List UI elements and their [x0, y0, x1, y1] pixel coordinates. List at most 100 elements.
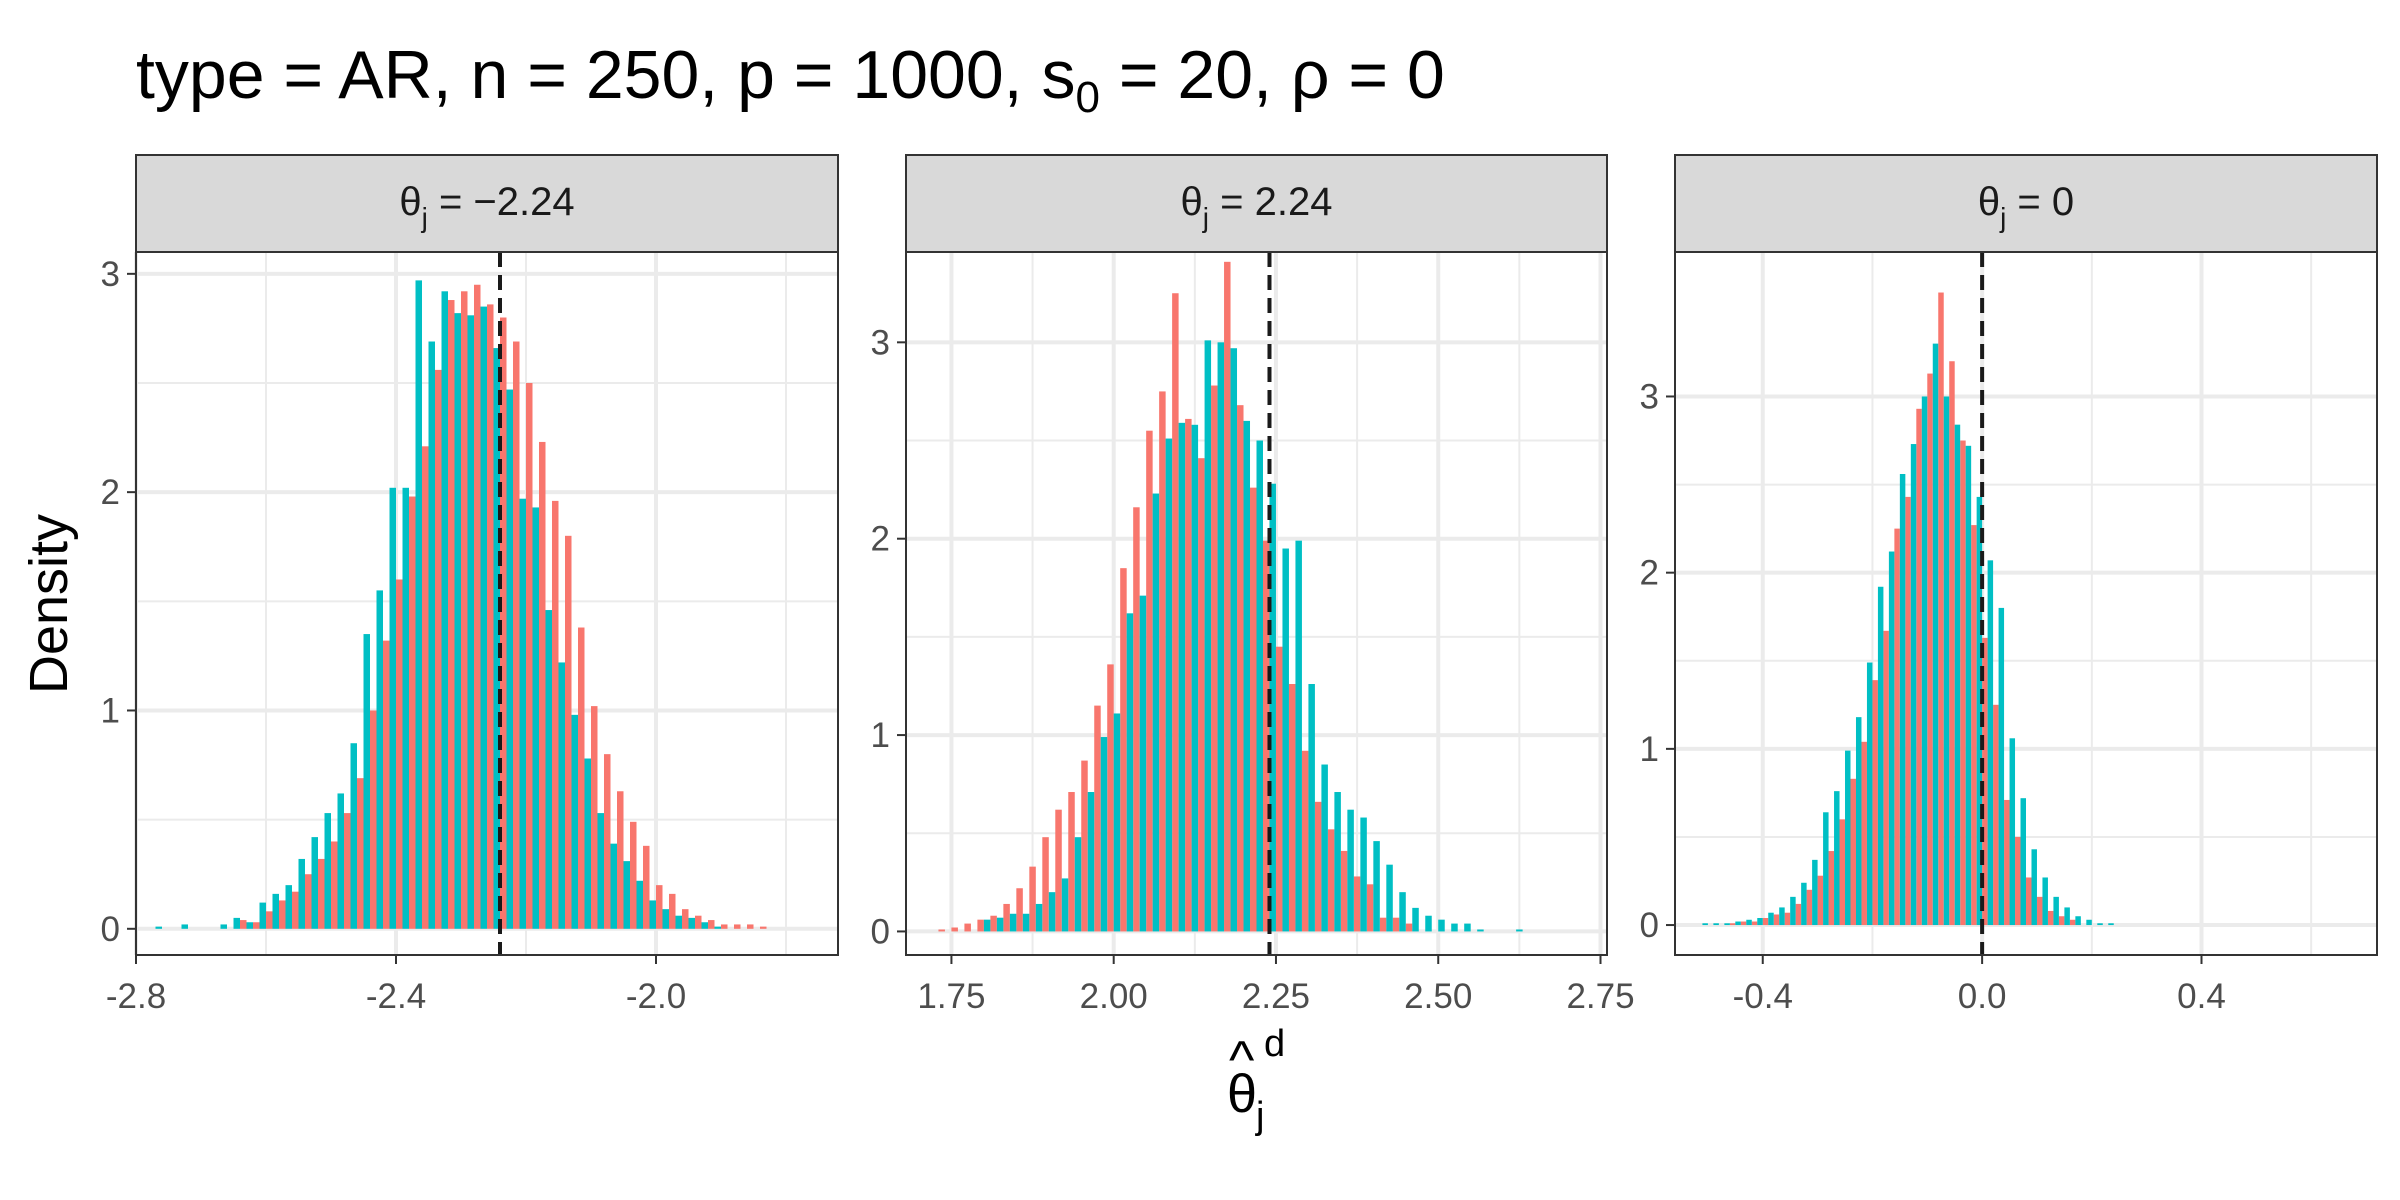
facet-strip-theta: θ	[399, 180, 421, 224]
histogram-bar-teal	[688, 917, 695, 929]
histogram-bar-red	[1029, 866, 1036, 932]
histogram-bar-red	[656, 885, 663, 929]
facet-strip-label: θj = 2.24	[1181, 180, 1333, 233]
histogram-bar-red	[357, 778, 364, 929]
histogram-bar-teal	[441, 291, 448, 929]
histogram-bar-teal	[1347, 809, 1354, 932]
histogram-bar-red	[1237, 405, 1244, 932]
histogram-bar-red	[1949, 361, 1955, 926]
facet-strip-value: = −2.24	[428, 180, 575, 224]
histogram-bar-red	[760, 926, 767, 929]
histogram-bar-red	[1185, 418, 1192, 932]
histogram-bar-teal	[2009, 738, 2016, 926]
y-axis-title: Density	[19, 514, 79, 694]
x-tick-label: -2.4	[366, 977, 426, 1016]
histogram-bar-red	[1938, 292, 1944, 926]
histogram-bar-red	[1146, 430, 1153, 932]
histogram-bar-red	[1314, 801, 1322, 932]
histogram-bar-red	[990, 915, 997, 932]
histogram-bar-teal	[1516, 929, 1523, 932]
histogram-bar-red	[1405, 923, 1413, 932]
histogram-bar-red	[1133, 507, 1140, 932]
histogram-bar-teal	[246, 922, 253, 929]
histogram-bar-red	[1198, 458, 1205, 932]
histogram-bar-red	[1872, 680, 1878, 926]
histogram-bar-teal	[1713, 923, 1719, 926]
histogram-bar-teal	[1178, 422, 1186, 932]
histogram-bar-red	[539, 441, 546, 929]
histogram-bar-red	[1795, 903, 1802, 926]
y-tick-label: 2	[871, 520, 890, 559]
histogram-bar-teal	[1477, 929, 1484, 932]
histogram-bar-red	[1068, 792, 1075, 932]
histogram-bar-red	[500, 317, 507, 929]
histogram-bar-red	[578, 627, 585, 929]
histogram-bar-teal	[467, 315, 474, 929]
histogram-bar-teal	[1932, 343, 1939, 926]
histogram-bar-red	[383, 640, 390, 929]
histogram-bar-teal	[1976, 496, 1983, 926]
histogram-bar-teal	[311, 837, 318, 929]
histogram-bar-teal	[1910, 444, 1917, 926]
histogram-bar-red	[695, 915, 702, 929]
histogram-bar-teal	[1866, 662, 1873, 926]
histogram-bar-teal	[454, 313, 461, 929]
histogram-bar-red	[747, 924, 754, 929]
histogram-bar-teal	[2020, 798, 2026, 926]
histogram-bar-teal	[1464, 923, 1471, 932]
x-tick-label: -2.8	[106, 977, 166, 1016]
histogram-bar-teal	[571, 714, 578, 929]
x-tick-label: 2.75	[1566, 977, 1634, 1016]
histogram-bar-red	[1927, 373, 1933, 926]
histogram-bar-red	[977, 919, 984, 932]
histogram-bar-teal	[1048, 892, 1056, 932]
histogram-bar-teal	[714, 926, 721, 929]
histogram-bar-red	[1107, 664, 1114, 932]
histogram-bar-red	[938, 929, 945, 932]
chart-title: type = AR, n = 250, p = 1000, s0 = 20, ρ…	[136, 37, 1445, 122]
histogram-bar-red	[318, 858, 325, 929]
histogram-bar-red	[2036, 896, 2043, 926]
histogram-bar-teal	[1425, 915, 1432, 932]
histogram-bar-red	[2058, 916, 2065, 926]
histogram-bar-teal	[519, 498, 526, 929]
facet-strip-subscript: j	[421, 202, 428, 233]
histogram-bar-teal	[1888, 551, 1895, 926]
histogram-bar-teal	[506, 389, 513, 929]
histogram-bar-red	[305, 874, 312, 929]
histogram-bar-teal	[1790, 896, 1796, 926]
x-axis-title-superscript: d	[1264, 1023, 1285, 1065]
histogram-bar-teal	[493, 348, 500, 929]
histogram-bar-teal	[324, 813, 331, 929]
histogram-bar-teal	[181, 924, 188, 929]
histogram-bar-teal	[1009, 913, 1017, 932]
histogram-bar-teal	[1834, 791, 1840, 926]
histogram-bar-red	[1861, 741, 1867, 926]
x-tick-label: 2.50	[1404, 977, 1472, 1016]
histogram-bar-red	[1894, 528, 1900, 926]
facet-strip	[1674, 154, 2378, 253]
histogram-bar-teal	[415, 280, 422, 929]
histogram-bar-teal	[983, 919, 991, 932]
histogram-bar-red	[344, 813, 351, 929]
histogram-bar-red	[1883, 630, 1889, 926]
histogram-bar-teal	[272, 893, 279, 929]
histogram-bar-teal	[558, 662, 565, 929]
histogram-bar-teal	[1998, 607, 2005, 926]
histogram-bar-teal	[1152, 493, 1160, 932]
histogram-bar-red	[951, 927, 958, 932]
x-tick-label: 0.0	[1958, 977, 2007, 1016]
histogram-bar-teal	[376, 590, 383, 929]
histogram-bar-red	[1211, 385, 1218, 932]
histogram-bar-teal	[1399, 892, 1406, 932]
histogram-bar-red	[461, 291, 468, 929]
histogram-bar-teal	[1746, 919, 1752, 926]
histogram-bar-teal	[1256, 440, 1263, 932]
histogram-bar-teal	[636, 880, 643, 929]
x-axis-title: ^ θ j d	[1227, 1023, 1285, 1137]
histogram-bar-red	[552, 500, 559, 929]
histogram-bar-red	[1729, 923, 1736, 926]
histogram-bar-red	[1120, 568, 1127, 932]
